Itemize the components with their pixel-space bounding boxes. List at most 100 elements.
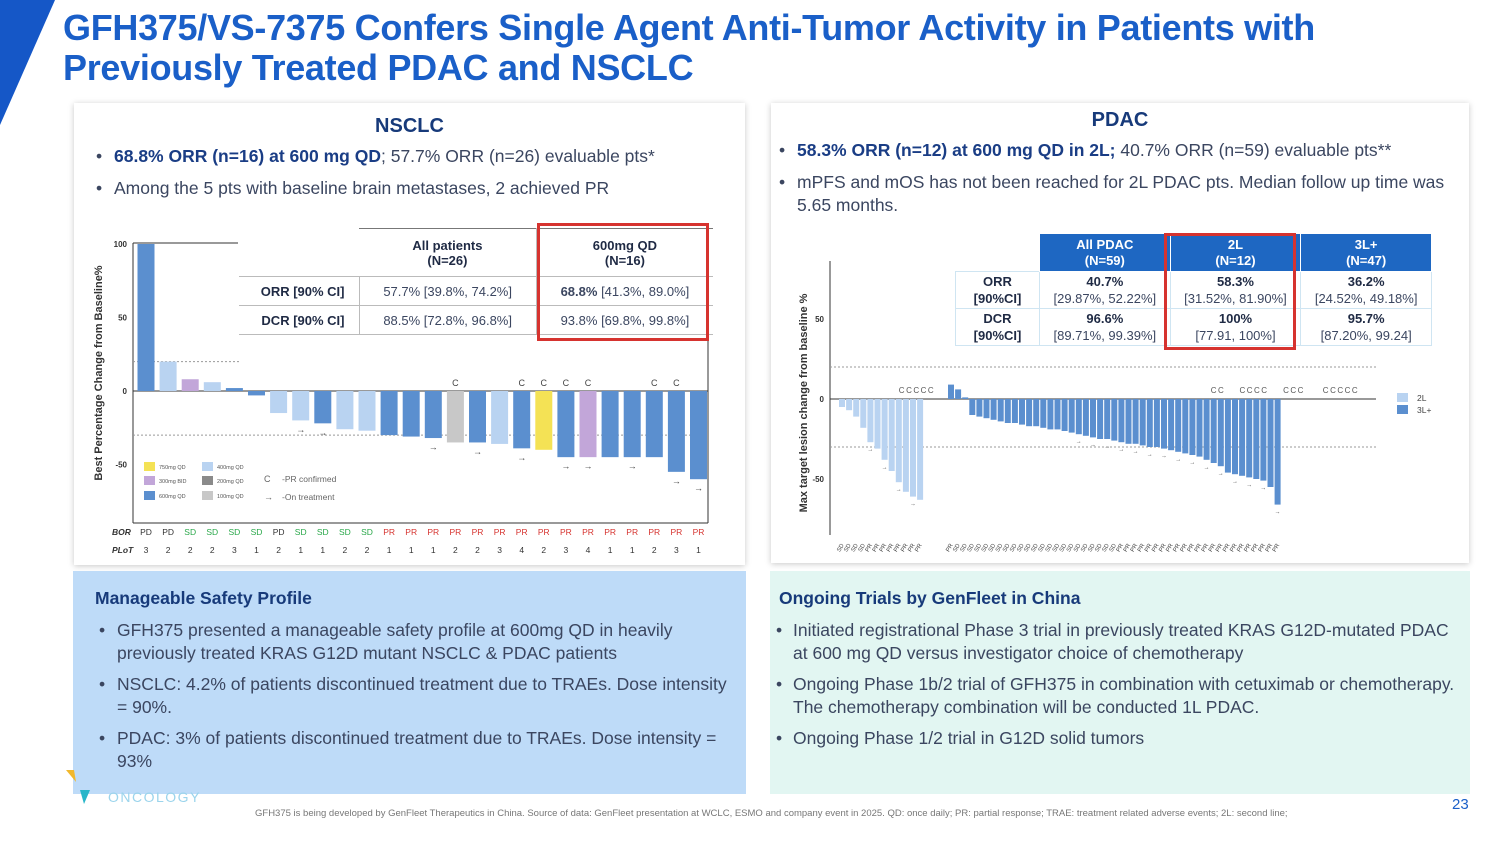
nsclc-legend-label: 300mg BID	[159, 479, 187, 485]
pdac-3l-bar	[1047, 399, 1054, 430]
pdac-3l-x-label: SD	[1002, 542, 1012, 553]
nsclc-on-treatment-arrow: →	[517, 452, 526, 462]
nsclc-bar	[645, 391, 663, 458]
nsclc-row-orr-600-ci: [41.3%, 89.0%]	[597, 283, 690, 299]
pdac-3l-x-label: SD	[1031, 542, 1041, 553]
pdac-3l-x-label: SD	[1052, 542, 1062, 553]
slide-title: GFH375/VS-7375 Confers Single Agent Anti…	[63, 7, 1315, 88]
pdac-3l-bar	[1224, 399, 1231, 473]
pdac-3l-bar	[1203, 399, 1210, 460]
pdac-2l-x-label: PR	[872, 542, 882, 553]
pdac-3l-x-label: PR	[1258, 542, 1268, 553]
pdac-3l-x-label: PR	[1208, 542, 1218, 553]
nsclc-bar	[535, 391, 553, 450]
pdac-3l-bar	[1161, 399, 1167, 449]
nsclc-bor-label: PD	[140, 527, 152, 537]
nsclc-bar	[667, 391, 685, 472]
nsclc-plot-label: 3	[144, 545, 149, 555]
pdac-3l-x-label: PR	[1215, 542, 1225, 553]
nsclc-bor-row-title: BOR	[112, 527, 132, 537]
nsclc-bar	[159, 361, 177, 391]
pdac-3l-bar	[1196, 399, 1203, 457]
pdac-3l-x-label: PR	[1187, 542, 1197, 553]
nsclc-legend-swatch	[202, 462, 213, 471]
pdac-2l-x-label: PR	[865, 542, 875, 553]
nsclc-bar	[270, 391, 288, 414]
pdac-2l-x-label: PR	[886, 542, 896, 553]
nsclc-on-treatment-arrow: →	[318, 427, 327, 437]
nsclc-plot-label: 3	[674, 545, 679, 555]
pdac-3l-bar	[990, 399, 997, 420]
pdac-3l-x-label: SD	[1009, 542, 1019, 553]
pdac-3l-x-label: PR	[1272, 542, 1282, 553]
pdac-2l-x-label: SD	[836, 542, 846, 553]
pdac-3l-x-label: PR	[1130, 542, 1140, 553]
pdac-table-corner	[956, 234, 1040, 272]
pdac-3l-x-label: PR	[1151, 542, 1161, 553]
pdac-2l-bar	[895, 399, 902, 483]
nsclc-row-dcr-600: 93.8% [69.8%, 99.8%]	[536, 305, 713, 335]
pdac-3l-confirmed-markers: CC	[1211, 386, 1226, 395]
pdac-3l-bar	[1118, 399, 1125, 443]
pdac-dcr-3l-value: 95.7%	[1347, 311, 1385, 326]
pdac-2l-x-label: SD	[858, 542, 868, 553]
nsclc-bor-label: SD	[228, 527, 240, 537]
pdac-3l-bar	[1068, 399, 1075, 433]
pdac-row-dcr-label2: [90%CI]	[973, 328, 1022, 343]
nsclc-bor-label: SD	[339, 527, 351, 537]
nsclc-bar	[248, 391, 265, 396]
pdac-table-col-all: All PDAC (N=59)	[1039, 233, 1171, 272]
nsclc-col-all-label: All patients	[412, 237, 483, 253]
pdac-3l-x-label: SD	[1023, 542, 1033, 553]
nsclc-bullet-1-bold: 68.8% ORR (n=16) at 600 mg QD	[114, 146, 381, 166]
pdac-orr-3l-value: 36.2%	[1347, 274, 1385, 289]
pdac-3l-x-label: PR	[1158, 542, 1168, 553]
nsclc-legend-label: 200mg QD	[217, 479, 244, 485]
pdac-3l-x-label: SD	[1102, 542, 1112, 553]
nsclc-row-dcr-all: 88.5% [72.8%, 96.8%]	[359, 305, 537, 335]
nsclc-confirmed-marker: C	[585, 378, 592, 388]
pdac-dcr-all-ci: [89.71%, 99.39%]	[1053, 328, 1157, 343]
pdac-3l-on-treatment-arrow: →	[1260, 486, 1266, 492]
pdac-2l-x-label: PR	[879, 542, 889, 553]
pdac-3l-x-label: PR	[1265, 542, 1275, 553]
nsclc-bor-label: PR	[449, 527, 461, 537]
nsclc-on-treatment-arrow: →	[584, 461, 593, 471]
pdac-3l-bar	[1274, 399, 1281, 505]
pdac-3l-x-label: SD	[967, 542, 977, 553]
nsclc-confirmed-marker: C	[518, 378, 525, 388]
pdac-3l-x-label: SD	[974, 542, 984, 553]
pdac-col-2l-label: 2L	[1227, 236, 1244, 252]
nsclc-bullet-1-rest: ; 57.7% ORR (n=26) evaluable pts*	[380, 146, 655, 166]
pdac-3l-x-label: PR	[1165, 542, 1175, 553]
pdac-3l-bar	[1267, 399, 1274, 487]
nsclc-plot-label: 1	[608, 545, 613, 555]
pdac-table-col-3l: 3L+ (N=47)	[1300, 233, 1432, 272]
pdac-col-all-label: All PDAC	[1076, 236, 1134, 252]
nsclc-legend-label: 600mg QD	[159, 494, 186, 500]
pdac-3l-on-treatment-arrow: →	[1175, 457, 1181, 463]
pdac-2l-x-label: SD	[851, 542, 861, 553]
nsclc-bor-label: SD	[251, 527, 263, 537]
pdac-bullet-1: 58.3% ORR (n=12) at 600 mg QD in 2L; 40.…	[775, 139, 1460, 162]
nsclc-plot-label: 2	[652, 545, 657, 555]
nsclc-confirmed-marker: C	[452, 378, 459, 388]
pdac-bullet-2: mPFS and mOS has not been reached for 2L…	[775, 171, 1460, 217]
pdac-3l-on-treatment-arrow: →	[1189, 460, 1195, 466]
pdac-3l-bar	[948, 384, 954, 399]
pdac-3l-bar	[1026, 399, 1033, 427]
nsclc-plot-row-title: PLoT	[112, 545, 134, 555]
pdac-3l-x-label: SD	[1094, 542, 1104, 553]
nsclc-table-col-all: All patients (N=26)	[359, 228, 537, 277]
pdac-3l-bar	[1033, 399, 1040, 427]
pdac-row-orr-all: 40.7% [29.87%, 52.22%]	[1039, 271, 1171, 309]
pdac-bullet-1-bold: 58.3% ORR (n=12) at 600 mg QD in 2L;	[797, 140, 1116, 160]
page-number: 23	[1452, 796, 1469, 813]
pdac-3l-bar	[1175, 399, 1182, 452]
nsclc-legend-c-text: -PR confirmed	[282, 474, 337, 484]
nsclc-bor-label: PR	[405, 527, 417, 537]
pdac-3l-bar	[1217, 399, 1224, 467]
pdac-2l-bar	[910, 399, 916, 497]
pdac-3l-bar	[1232, 399, 1238, 475]
nsclc-legend-swatch	[202, 476, 213, 485]
